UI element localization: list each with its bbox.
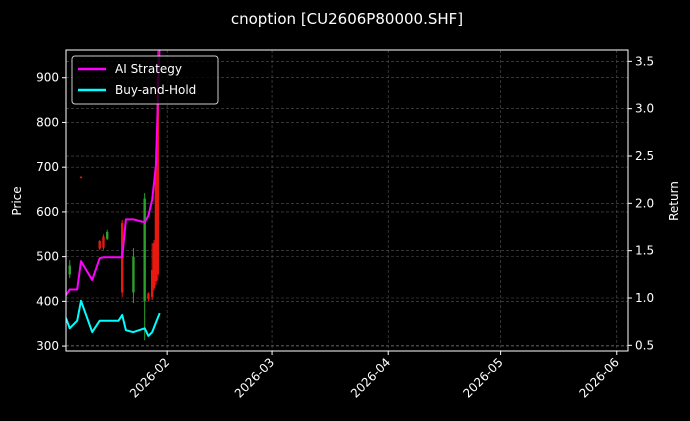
candle-body	[154, 167, 158, 282]
plot-frame	[65, 49, 629, 352]
y-tick-label: 300	[36, 339, 59, 353]
x-tick-label: 2026-04	[348, 355, 393, 400]
series-lines	[66, 50, 161, 337]
x-tick-label: 2026-03	[232, 355, 277, 400]
y-axis-label: Price	[10, 186, 24, 215]
candle-body	[156, 77, 159, 275]
y2-tick-label: 2.0	[635, 196, 654, 210]
y2-tick-label: 0.5	[635, 338, 654, 352]
y2-tick-label: 1.5	[635, 244, 654, 258]
legend-label-ai-strategy: AI Strategy	[115, 62, 182, 76]
y-tick-label: 500	[36, 250, 59, 264]
series-line-buy-and-hold	[66, 299, 161, 337]
x-tick-label: 2026-02	[127, 355, 172, 400]
y2-tick-label: 3.0	[635, 102, 654, 116]
legend-label-buy-and-hold: Buy-and-Hold	[115, 83, 196, 97]
candle-body	[102, 236, 105, 248]
x-tick-label: 2026-05	[460, 355, 505, 400]
y-tick-label: 700	[36, 160, 59, 174]
y-tick-label: 900	[36, 71, 59, 85]
y2-tick-label: 3.5	[635, 54, 654, 68]
legend: AI Strategy Buy-and-Hold	[71, 55, 219, 105]
candle-body	[68, 265, 71, 275]
series-line-ai-strategy	[66, 50, 161, 296]
candle-body	[147, 293, 150, 300]
y2-tick-label: 2.5	[635, 149, 654, 163]
candle-body	[150, 270, 154, 297]
x-tick-label: 2026-06	[577, 355, 622, 400]
candle-body	[152, 243, 156, 288]
candle-body	[143, 198, 146, 302]
y2-tick-label: 1.0	[635, 291, 654, 305]
candle-body	[106, 232, 109, 239]
y-tick-label: 600	[36, 205, 59, 219]
chart-title: cnoption [CU2606P80000.SHF]	[231, 10, 463, 28]
y-tick-label: 800	[36, 115, 59, 129]
candle-body	[98, 240, 101, 249]
y-tick-label: 400	[36, 294, 59, 308]
ticks: 300 400 500 600 700 800 900 0.5 1.0 1.5 2.0 2.5 3.0 3…	[36, 54, 654, 400]
legend-box	[71, 55, 219, 105]
candle-body	[79, 177, 83, 179]
candle-body	[132, 256, 135, 293]
y2-axis-label: Return	[667, 181, 681, 221]
grid	[66, 50, 628, 351]
